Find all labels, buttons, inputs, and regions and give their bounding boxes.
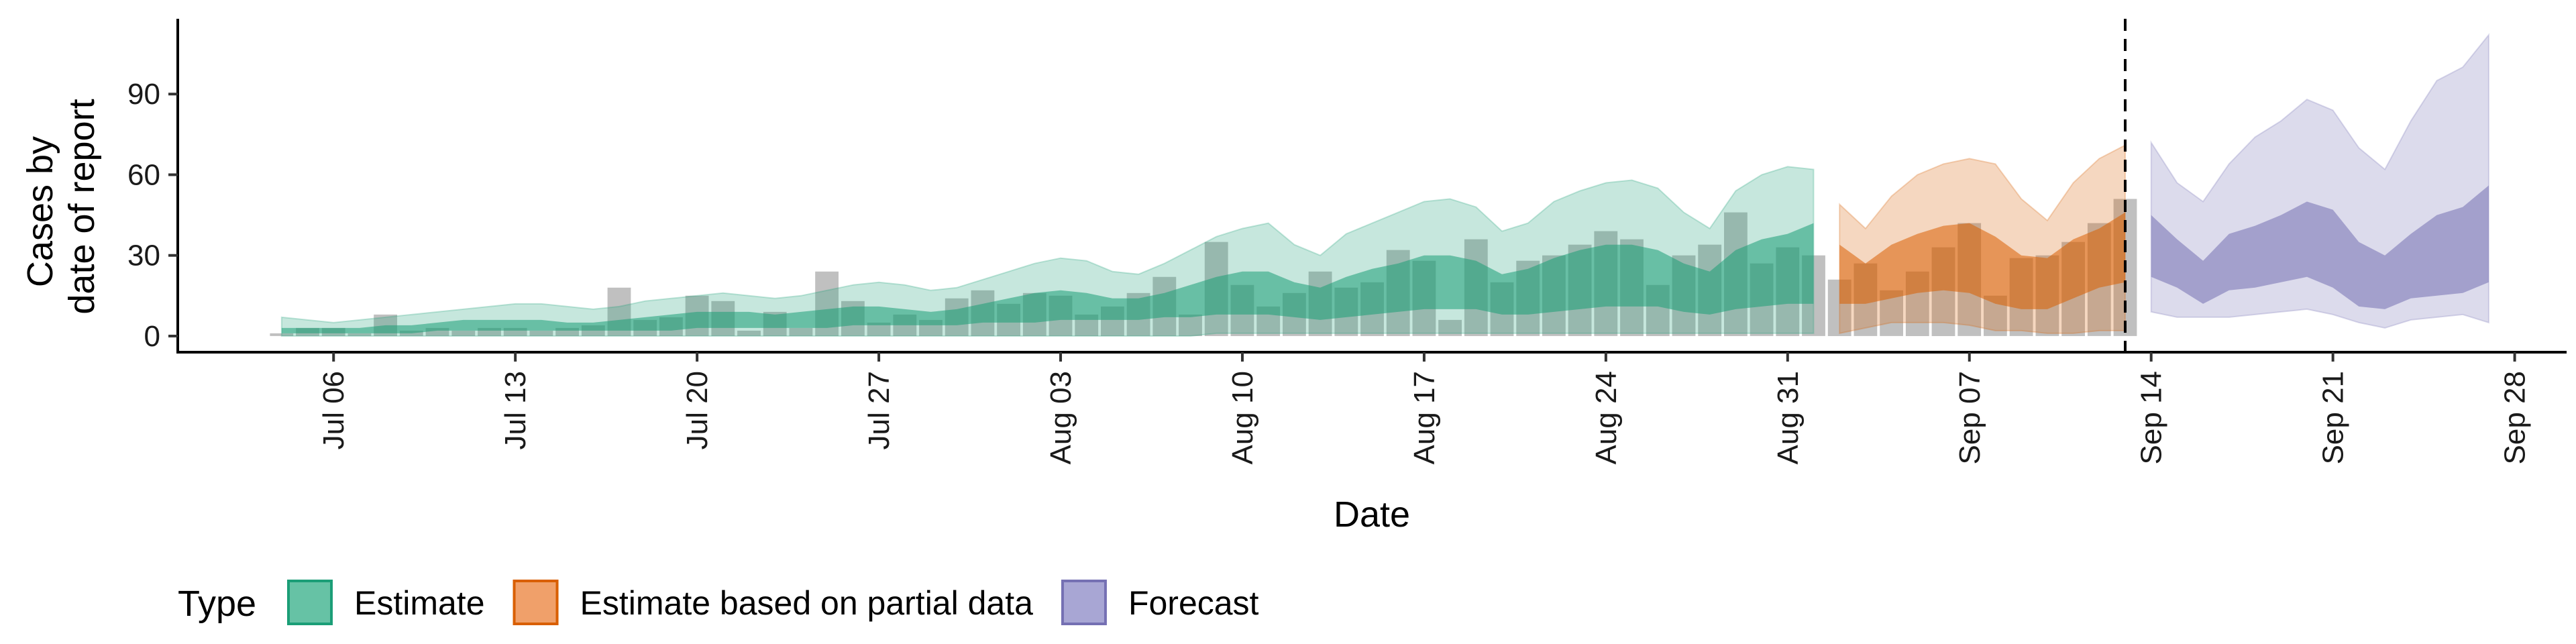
- legend-key-forecast: [1061, 580, 1107, 625]
- x-tick-label: Jul 20: [681, 371, 714, 449]
- observed-bar: [737, 330, 761, 336]
- y-axis-title-line-1: Cases by: [20, 136, 60, 287]
- y-tick-label: 90: [127, 78, 160, 111]
- x-tick-label: Jul 27: [863, 371, 896, 449]
- observed-bar: [347, 333, 372, 336]
- y-tick-label: 30: [127, 239, 160, 272]
- legend: Type Estimate Estimate based on partial d…: [178, 580, 1259, 625]
- observed-bar: [1179, 314, 1202, 336]
- y-ticks: 0 30 60 90: [127, 78, 178, 353]
- x-axis-title: Date: [1334, 494, 1410, 535]
- observed-bar: [1438, 319, 1462, 336]
- x-tick-label: Jul 06: [317, 371, 350, 449]
- legend-title: Type: [178, 584, 256, 624]
- y-tick-label: 60: [127, 158, 160, 191]
- x-tick-label: Aug 31: [1772, 371, 1805, 464]
- legend-key-estimate-based-on-partial-data: [513, 580, 559, 625]
- x-tick-label: Sep 28: [2499, 371, 2532, 464]
- x-tick-label: Sep 07: [1953, 371, 1986, 464]
- y-axis-title: Cases by date of report: [20, 99, 102, 314]
- observed-bar: [867, 322, 891, 336]
- x-tick-label: Aug 03: [1044, 371, 1077, 464]
- x-tick-label: Jul 13: [499, 371, 532, 449]
- x-ticks: Jul 06 Jul 13 Jul 20 Jul 27 Aug 03 Aug 10 Aug …: [317, 352, 2532, 465]
- legend-items: Estimate Estimate based on partial data Fo…: [287, 580, 1259, 625]
- observed-bar: [529, 330, 553, 336]
- axes: [176, 19, 2567, 354]
- x-tick-label: Sep 21: [2317, 371, 2350, 464]
- legend-label-estimate-based-on-partial-data: Estimate based on partial data: [580, 584, 1034, 622]
- legend-key-estimate: [287, 580, 333, 625]
- legend-label-estimate: Estimate: [354, 584, 485, 622]
- x-tick-label: Aug 17: [1408, 371, 1441, 464]
- observed-bar: [451, 330, 476, 336]
- x-tick-label: Aug 10: [1226, 371, 1259, 464]
- forecast-inner-band: [2151, 185, 2489, 309]
- observed-bar: [789, 327, 813, 336]
- legend-label-forecast: Forecast: [1128, 584, 1259, 622]
- y-axis-title-line-2: date of report: [62, 99, 102, 314]
- estimate-based-on-partial-data-inner-band: [1839, 212, 2125, 309]
- observed-bar: [270, 333, 294, 336]
- x-tick-label: Aug 24: [1590, 371, 1623, 464]
- estimate-inner-band: [281, 223, 1814, 333]
- y-tick-label: 0: [144, 320, 160, 353]
- x-tick-label: Sep 14: [2135, 371, 2168, 464]
- estimate-bands: [280, 33, 2489, 337]
